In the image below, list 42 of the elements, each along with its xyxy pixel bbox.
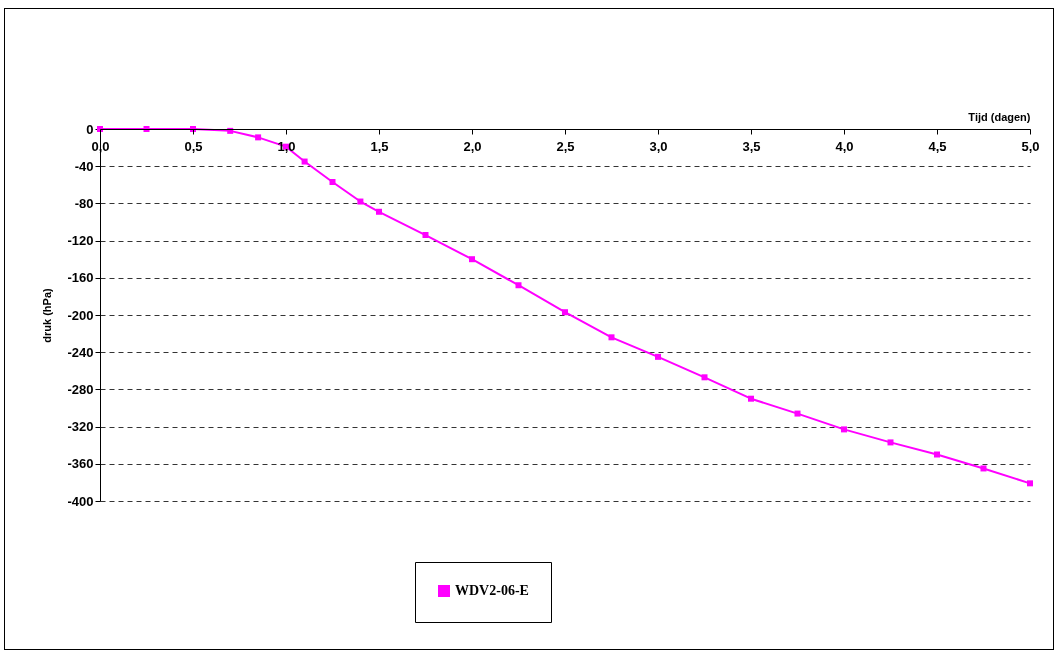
point [980,465,987,472]
y-tick-label: -40 [74,158,94,174]
y-tick-label: 0 [86,121,94,137]
y-tick-label: -360 [67,456,94,472]
point [608,334,615,341]
point [701,374,708,381]
point [255,134,262,141]
y-tick-label: -400 [67,493,94,509]
x-tick-label: 1,5 [370,138,389,154]
point [357,198,364,205]
y-tick-label: -160 [67,270,94,286]
point [1027,480,1033,487]
x-tick-label: 4,5 [928,138,947,154]
x-tick-label: 0,5 [184,138,203,154]
point [301,158,308,165]
x-tick-label: 4,0 [835,138,854,154]
x-tick-label: 3,0 [649,138,668,154]
y-tick-label: -200 [67,307,94,323]
x-tick-label: 2,5 [556,138,575,154]
point [515,282,522,289]
point [748,395,754,402]
x-tick-label: 2,0 [463,138,482,154]
x-tick-label: 3,5 [742,138,761,154]
point [329,179,336,186]
point [655,353,661,360]
y-tick-label: -320 [67,419,94,435]
point [422,232,429,239]
point [376,208,382,215]
point [794,410,801,417]
x-tick-label: 5,0 [1021,138,1040,154]
point [841,426,847,433]
y-tick-label: -120 [67,233,94,249]
y-tick-label: -240 [67,344,94,360]
y-tick-label: -80 [74,195,94,211]
point [887,439,894,446]
point [934,451,940,458]
legend-label: WDV2-06-E [455,583,529,598]
y-tick-label: -280 [67,381,94,397]
y-axis-title: druk (hPa) [41,287,54,343]
point [469,256,475,263]
point [562,309,568,316]
x-axis-title: Tijd (dagen) [968,110,1031,123]
